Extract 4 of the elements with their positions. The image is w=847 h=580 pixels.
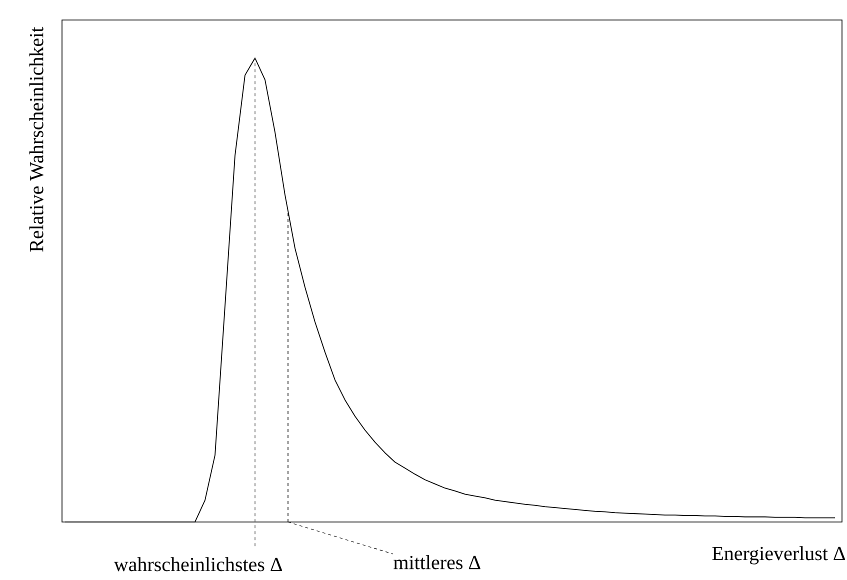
- text: mittleres Δ: [394, 555, 480, 570]
- y-axis-title: Relative Wahrscheinlichkeit: [29, 26, 44, 252]
- text: wahrscheinlichstes Δ: [114, 557, 282, 572]
- x-axis-title: Energieverlust Δ: [712, 546, 846, 564]
